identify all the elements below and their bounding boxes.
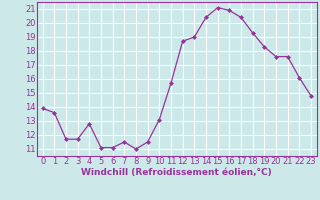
X-axis label: Windchill (Refroidissement éolien,°C): Windchill (Refroidissement éolien,°C) [81,168,272,177]
